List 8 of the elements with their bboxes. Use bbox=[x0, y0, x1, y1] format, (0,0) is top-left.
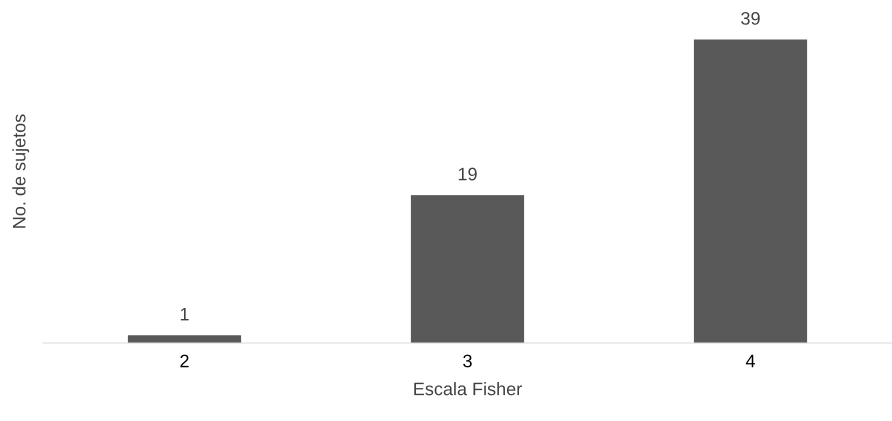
data-label: 1 bbox=[180, 308, 189, 320]
x-tick-label: 4 bbox=[746, 354, 755, 368]
x-tick-label: 3 bbox=[463, 354, 472, 368]
x-axis-title: Escala Fisher bbox=[414, 382, 522, 396]
data-label: 39 bbox=[741, 12, 760, 25]
x-tick-label: 2 bbox=[180, 354, 189, 368]
y-axis-title: No. de sujetos bbox=[12, 114, 30, 228]
data-label: 19 bbox=[458, 168, 477, 180]
